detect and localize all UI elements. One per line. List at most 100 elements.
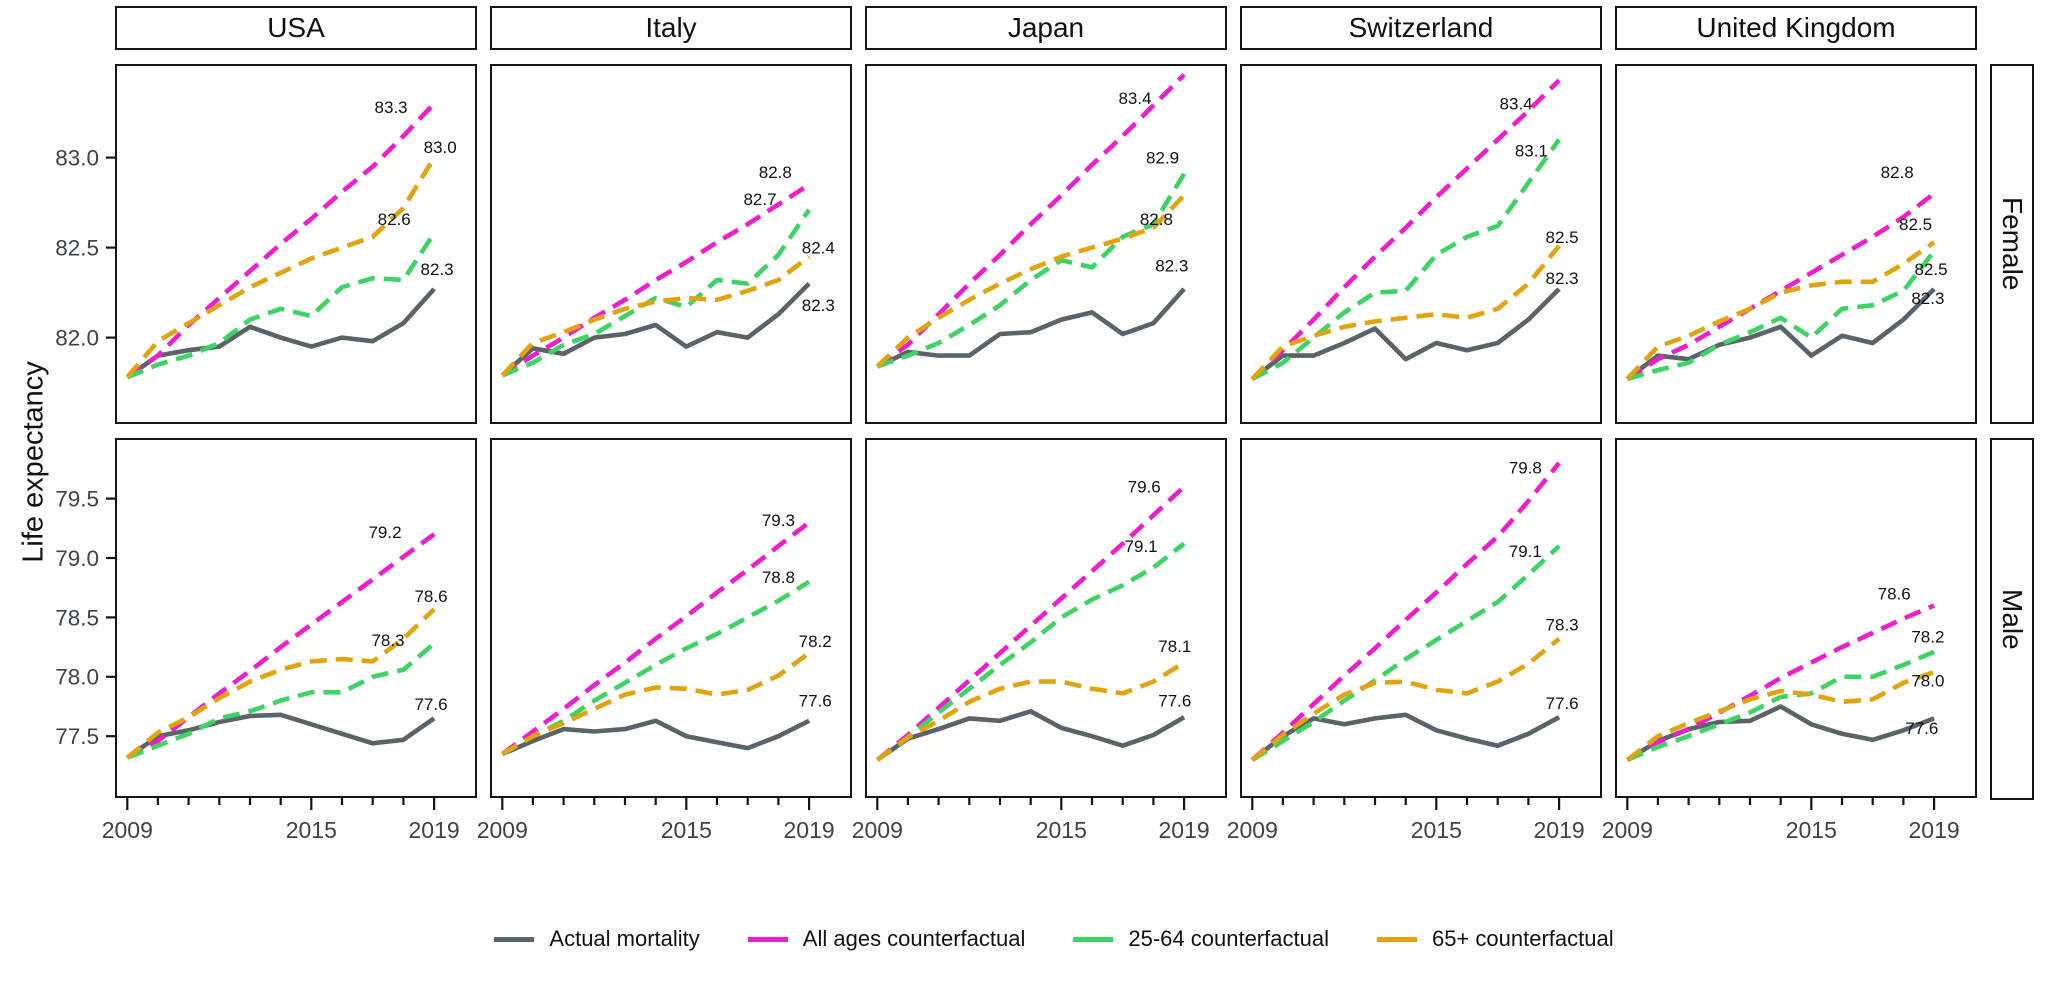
series-line-all_ages [875,73,1186,369]
y-axis-title: Life expectancy [17,361,50,563]
series-line-age65 [875,660,1186,762]
y-tick-label: 83.0 [55,145,99,170]
facet-panel-united-kingdom-female: 82.3 82.8 82.5 82.5 [1615,64,1977,424]
x-tick-label: 2019 [784,817,835,843]
series-line-age2564 [501,208,811,378]
series-line-actual [1250,287,1561,381]
series-line-age2564 [1251,138,1561,382]
legend-label: 25-64 counterfactual [1128,926,1329,951]
row-strip-male: Male [1990,438,2034,800]
series-end-label-actual: 77.6 [799,692,832,711]
series-end-label-all_ages: 79.6 [1128,478,1161,497]
row-strip-female: Female [1990,64,2034,424]
series-line-actual [1625,287,1936,381]
x-tick-label: 2009 [477,817,528,843]
facet-plot: 82.3 83.4 82.9 82.8 [865,64,1227,424]
x-tick-label: 2015 [1411,817,1462,843]
header-strip-spacer [1990,6,2034,50]
series-line-age65 [1625,240,1936,381]
series-end-label-actual: 82.3 [1155,257,1188,276]
series-end-label-age65: 78.2 [799,632,832,651]
series-end-label-all_ages: 82.8 [1881,163,1914,182]
facet-plot: 82.3 82.8 82.7 82.4 [490,64,852,424]
x-tick-label: 2015 [1036,817,1087,843]
series-end-label-actual: 82.3 [1546,269,1579,288]
series-line-actual [125,287,436,380]
facet-column-header-usa: USA [115,6,477,50]
panel-border [115,438,477,798]
series-end-label-age2564: 78.3 [371,631,404,650]
series-line-age65 [1250,637,1561,762]
series-end-label-age65: 82.5 [1546,228,1579,247]
series-end-label-all_ages: 79.8 [1509,459,1542,478]
facet-plot: 82.3 83.4 83.1 82.5 [1240,64,1602,424]
legend-line-swatch-orange [1376,936,1417,942]
series-end-label-actual: 82.3 [802,296,835,315]
facet-column-header-japan: Japan [865,6,1227,50]
x-tick-label: 2015 [286,817,337,843]
series-line-age2564 [875,541,1186,762]
series-line-actual [1250,712,1561,762]
x-tick-label: 2019 [1909,817,1960,843]
y-tick-label: 82.0 [55,325,99,350]
series-end-label-actual: 77.6 [414,695,447,714]
series-line-all_ages [125,102,436,380]
series-line-age2564 [126,231,437,380]
facet-panel-switzerland-male: 77.6 79.8 79.1 78.3 2009 2015 2019 [1227,438,1602,843]
series-line-all_ages [500,520,811,756]
series-end-label-all_ages: 82.8 [759,163,792,182]
series-line-all_ages [1626,191,1936,381]
series-line-all_ages [126,532,436,760]
legend-item-65-counterfactual: 65+ counterfactual [1376,926,1614,952]
series-end-label-age2564: 82.7 [743,190,776,209]
series-end-label-all_ages: 83.3 [375,98,408,117]
legend-line-swatch-gray [494,936,535,942]
series-end-label-age2564: 82.9 [1146,149,1179,168]
series-line-age65 [125,607,436,760]
panel-border [115,64,477,424]
series-end-label-all_ages: 79.2 [368,523,401,542]
series-end-label-age2564: 78.2 [1911,627,1944,646]
series-line-all_ages [1626,603,1936,762]
legend-label: Actual mortality [549,926,700,951]
series-end-label-actual: 82.3 [421,260,454,279]
chart-legend: Actual mortality All ages counterfactual… [60,926,2048,952]
series-line-all_ages [501,182,811,378]
facet-plot: 82.3 83.3 82.6 83.0 82.0 82.5 83.0 [55,64,477,424]
panel-border [1615,64,1977,424]
series-line-actual [876,287,1186,369]
series-end-label-all_ages: 83.4 [1500,95,1533,114]
series-line-age65 [875,193,1186,369]
series-line-age65 [501,651,811,756]
y-tick-label: 79.0 [55,546,99,571]
series-end-label-age2564: 79.1 [1125,537,1158,556]
series-end-label-all_ages: 78.6 [1878,585,1911,604]
y-tick-label: 77.5 [55,724,99,749]
y-tick-label: 79.5 [55,486,99,511]
facet-panel-united-kingdom-male: 77.6 78.6 78.2 78.0 2009 2015 2019 [1602,438,1977,843]
series-line-age2564 [126,641,436,760]
legend-item-25-64-counterfactual: 25-64 counterfactual [1073,926,1329,952]
x-tick-label: 2015 [661,817,712,843]
facet-plot: 82.3 82.8 82.5 82.5 [1615,64,1977,424]
series-end-label-age2564: 83.1 [1515,141,1548,160]
facet-plot: 77.6 79.2 78.3 78.6 77.5 78.0 78.5 79.0 79.5 2009… [55,438,477,843]
legend-line-swatch-green [1073,936,1114,942]
series-line-age2564 [1251,544,1561,762]
facet-panel-usa-male: 77.6 79.2 78.3 78.6 77.5 78.0 78.5 79.0 79.5 2009… [55,438,477,843]
series-end-label-age2564: 79.1 [1509,542,1542,561]
facet-plot: 77.6 79.6 79.1 78.1 2009 2015 2019 [852,438,1227,843]
facet-panel-italy-male: 77.6 79.3 78.8 78.2 2009 2015 2019 [477,438,852,843]
facet-panel-switzerland-female: 82.3 83.4 83.1 82.5 [1240,64,1602,424]
x-tick-label: 2015 [1786,817,1837,843]
panel-border [865,64,1227,424]
x-tick-label: 2019 [1534,817,1585,843]
facet-plot: 77.6 79.3 78.8 78.2 2009 2015 2019 [477,438,852,843]
series-end-label-age65: 78.1 [1158,637,1191,656]
facet-plot: 77.6 79.8 79.1 78.3 2009 2015 2019 [1227,438,1602,843]
panel-border [490,438,852,798]
series-end-label-age65: 83.0 [424,138,457,157]
series-line-actual [125,712,436,760]
series-end-label-actual: 77.6 [1546,694,1579,713]
legend-label: 65+ counterfactual [1431,926,1614,951]
